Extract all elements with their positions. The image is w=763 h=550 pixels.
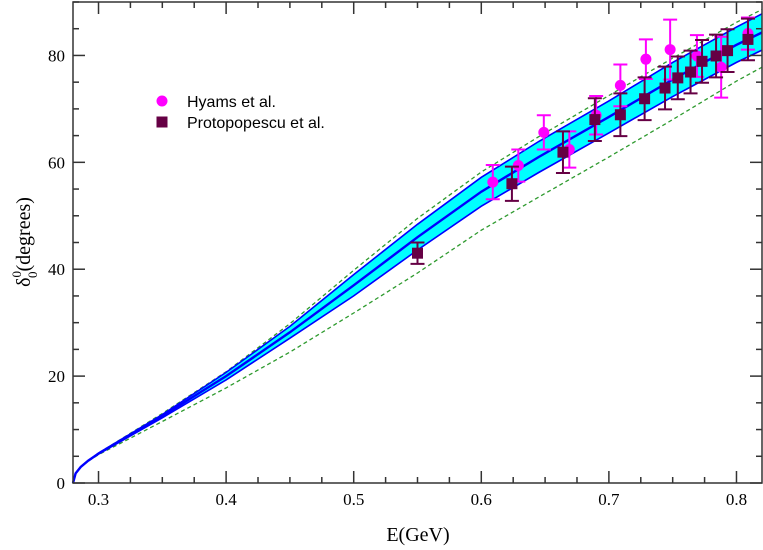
x-axis-title: E(GeV) — [386, 524, 449, 546]
data-point-circle — [715, 61, 727, 73]
y-axis-superscript: 0 — [9, 271, 24, 278]
data-point-square — [696, 55, 708, 67]
data-point-circle — [640, 53, 652, 65]
legend-marker-protopopescu — [156, 116, 168, 128]
x-tick-label: 0.5 — [343, 490, 364, 509]
data-point-square — [742, 33, 754, 45]
y-axis-title: δ00(degrees) — [9, 197, 40, 287]
series-protopopescu — [410, 17, 755, 265]
data-point-square — [557, 146, 569, 158]
legend: Hyams et al. Protopopescu et al. — [156, 94, 325, 132]
data-point-square — [506, 178, 518, 190]
data-point-square — [710, 50, 722, 62]
x-tick-label: 0.7 — [598, 490, 620, 509]
y-axis-unit: (degrees) — [13, 197, 35, 271]
data-point-circle — [538, 126, 550, 138]
y-axis-symbol: δ — [13, 277, 35, 286]
data-point-square — [672, 72, 684, 84]
x-tick-label: 0.3 — [88, 490, 109, 509]
data-point-square — [412, 247, 423, 259]
data-point-square — [614, 109, 626, 121]
data-point-square — [722, 45, 734, 57]
legend-marker-hyams — [156, 95, 168, 107]
data-points-layer — [410, 16, 755, 265]
y-tick-label: 20 — [48, 367, 65, 386]
data-point-square — [639, 93, 651, 105]
y-tick-label: 60 — [48, 153, 65, 172]
data-point-circle — [487, 176, 499, 188]
data-point-square — [685, 66, 697, 78]
legend-label-hyams: Hyams et al. — [187, 94, 276, 111]
dashed-lower-curve — [72, 66, 763, 484]
x-tick-label: 0.6 — [471, 490, 492, 509]
axis-ticks: 0.3 0.4 0.5 0.6 0.7 0.8 0 20 40 60 80 — [48, 1, 762, 509]
y-tick-label: 40 — [48, 260, 65, 279]
data-point-square — [659, 82, 671, 94]
data-point-square — [589, 114, 601, 126]
y-axis-subscript: 0 — [25, 271, 40, 278]
data-point-circle — [614, 79, 626, 91]
legend-label-protopopescu: Protopopescu et al. — [187, 115, 325, 132]
y-tick-label: 80 — [48, 46, 65, 65]
x-tick-label: 0.4 — [215, 490, 237, 509]
data-point-circle — [512, 160, 524, 172]
x-tick-label: 0.8 — [726, 490, 747, 509]
band-lower-edge — [72, 49, 763, 484]
data-point-circle — [664, 44, 676, 56]
y-tick-label: 0 — [57, 474, 66, 493]
